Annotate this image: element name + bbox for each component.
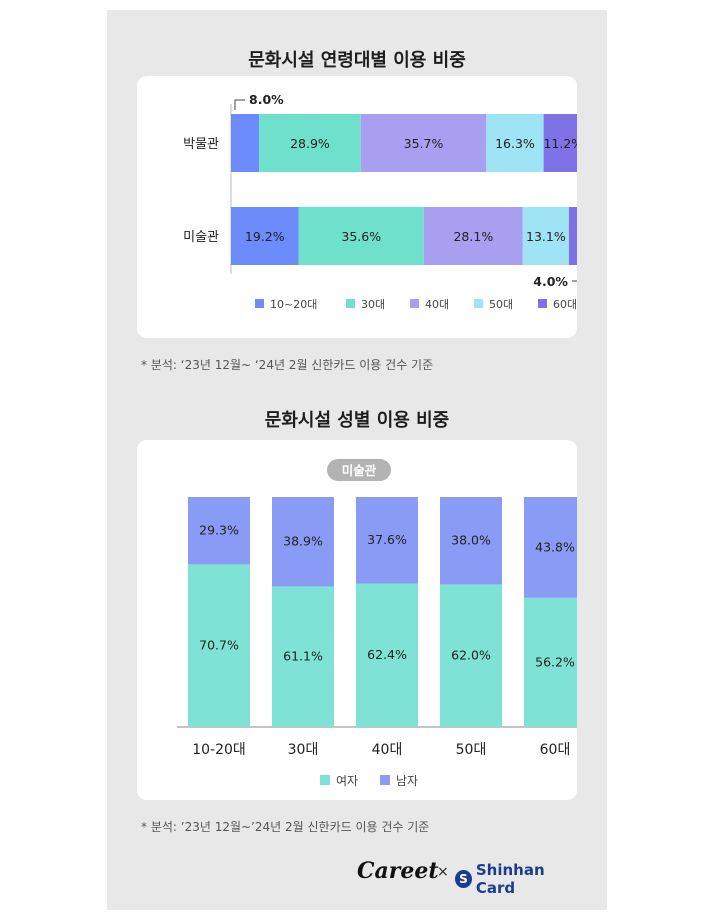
data-label-1-2: 28.1% (453, 229, 493, 244)
bar-3-1 (440, 497, 502, 585)
data-label-1-0: 61.1% (283, 649, 323, 664)
data-label-3-0: 62.0% (451, 648, 491, 663)
data-label-0-4: 11.2% (543, 136, 577, 151)
chart1-title: 문화시설 연령대별 이용 비중 (248, 50, 466, 71)
data-label-2-0: 62.4% (367, 647, 407, 662)
data-label-4-0: 56.2% (535, 654, 575, 669)
category-label-3: 50대 (456, 742, 487, 758)
chart2-title: 문화시설 성별 이용 비중 (264, 410, 450, 431)
callout-line-0-0 (234, 99, 245, 110)
shinhan-logo-icon: S (455, 870, 472, 888)
legend-swatch-1 (346, 299, 355, 308)
bar-3-0 (440, 584, 502, 727)
category-label-4: 60대 (540, 742, 571, 758)
shinhan-card-text: Shinhan Card (475, 861, 545, 897)
data-label-1-3: 13.1% (526, 229, 566, 244)
data-label-0-1: 28.9% (290, 136, 330, 151)
infographic-panel: 문화시설 연령대별 이용 비중 박물관 8.0% 28.9% 35.7% 16.3% 11… (107, 10, 607, 910)
bar-0-1 (188, 497, 250, 565)
legend-label-4: 60대 (553, 298, 577, 311)
shinhan-card-logo: S Shinhan Card (455, 861, 582, 897)
data-label-0-1: 29.3% (199, 523, 239, 538)
bar-4-0 (524, 597, 586, 727)
data-label-0-0: 70.7% (199, 638, 239, 653)
category-label-2: 40대 (372, 742, 403, 758)
data-label-1-4: 4.0% (533, 274, 568, 289)
legend-label-1: 30대 (361, 298, 385, 311)
chart2-card: 미술관 70.7% 29.3% 10-20대 61.1% 38.9% 30대 62.4% 37.… (137, 440, 594, 800)
gender-share-chart: 미술관 70.7% 29.3% 10-20대 61.1% 38.9% 30대 62.4% 37.… (177, 459, 594, 788)
badge-label: 미술관 (342, 463, 377, 478)
data-label-0-3: 16.3% (495, 136, 535, 151)
bar-4-1 (524, 497, 586, 598)
bar-0-4 (543, 114, 583, 172)
bar-2-1 (356, 497, 418, 584)
legend-swatch-2 (410, 299, 419, 308)
legend-label-3: 50대 (489, 298, 513, 311)
legend-swatch-1 (380, 775, 390, 785)
legend-label-0: 여자 (336, 774, 358, 788)
bar-1-0 (272, 586, 334, 727)
museum-badge: 미술관 (327, 459, 391, 481)
data-label-4-1: 43.8% (535, 539, 575, 554)
callout-line-1-4 (571, 269, 581, 282)
times-symbol: × (437, 864, 449, 880)
bar-0-0 (188, 564, 250, 727)
bar-1-2 (423, 207, 523, 265)
data-label-2-1: 37.6% (367, 532, 407, 547)
chart1-card: 박물관 8.0% 28.9% 35.7% 16.3% 11.2% 미술관 19.2% 35.6%… (137, 76, 583, 338)
legend-swatch-0 (320, 775, 330, 785)
data-label-1-1: 38.9% (283, 534, 323, 549)
chart2-note: * 분석: ’23년 12월~’24년 2월 신한카드 이용 건수 기준 (141, 820, 430, 834)
bar-1-1 (272, 497, 334, 587)
data-label-3-1: 38.0% (451, 533, 491, 548)
category-label-1: 미술관 (183, 230, 219, 245)
category-label-0: 박물관 (183, 137, 219, 152)
chart1-note: * 분석: ‘23년 12월~ ‘24년 2월 신한카드 이용 건수 기준 (141, 358, 434, 372)
bar-1-1 (298, 207, 424, 265)
bar-2-0 (356, 583, 418, 727)
data-label-0-0: 8.0% (249, 92, 284, 107)
bar-0-0 (231, 114, 260, 172)
bar-0-1 (259, 114, 361, 172)
data-label-1-0: 19.2% (245, 229, 285, 244)
bar-0-2 (360, 114, 487, 172)
badge-bg (327, 459, 391, 481)
legend-label-2: 40대 (425, 298, 449, 311)
footer-brands: Careet × S Shinhan Card (357, 858, 582, 897)
bar-1-3 (522, 207, 569, 265)
data-label-0-2: 35.7% (404, 136, 444, 151)
legend-swatch-4 (538, 299, 547, 308)
category-label-1: 30대 (288, 742, 319, 758)
bar-1-4 (568, 207, 583, 265)
legend-label-1: 남자 (396, 774, 418, 788)
category-label-0: 10-20대 (192, 742, 246, 758)
legend-swatch-3 (474, 299, 483, 308)
legend-swatch-0 (255, 299, 264, 308)
bar-1-0 (231, 207, 299, 265)
data-label-1-1: 35.6% (341, 229, 381, 244)
bar-0-3 (486, 114, 544, 172)
age-share-chart: 박물관 8.0% 28.9% 35.7% 16.3% 11.2% 미술관 19.2% 35.6%… (183, 92, 583, 311)
careet-logo: Careet (357, 858, 439, 884)
legend-label-0: 10~20대 (270, 298, 317, 311)
